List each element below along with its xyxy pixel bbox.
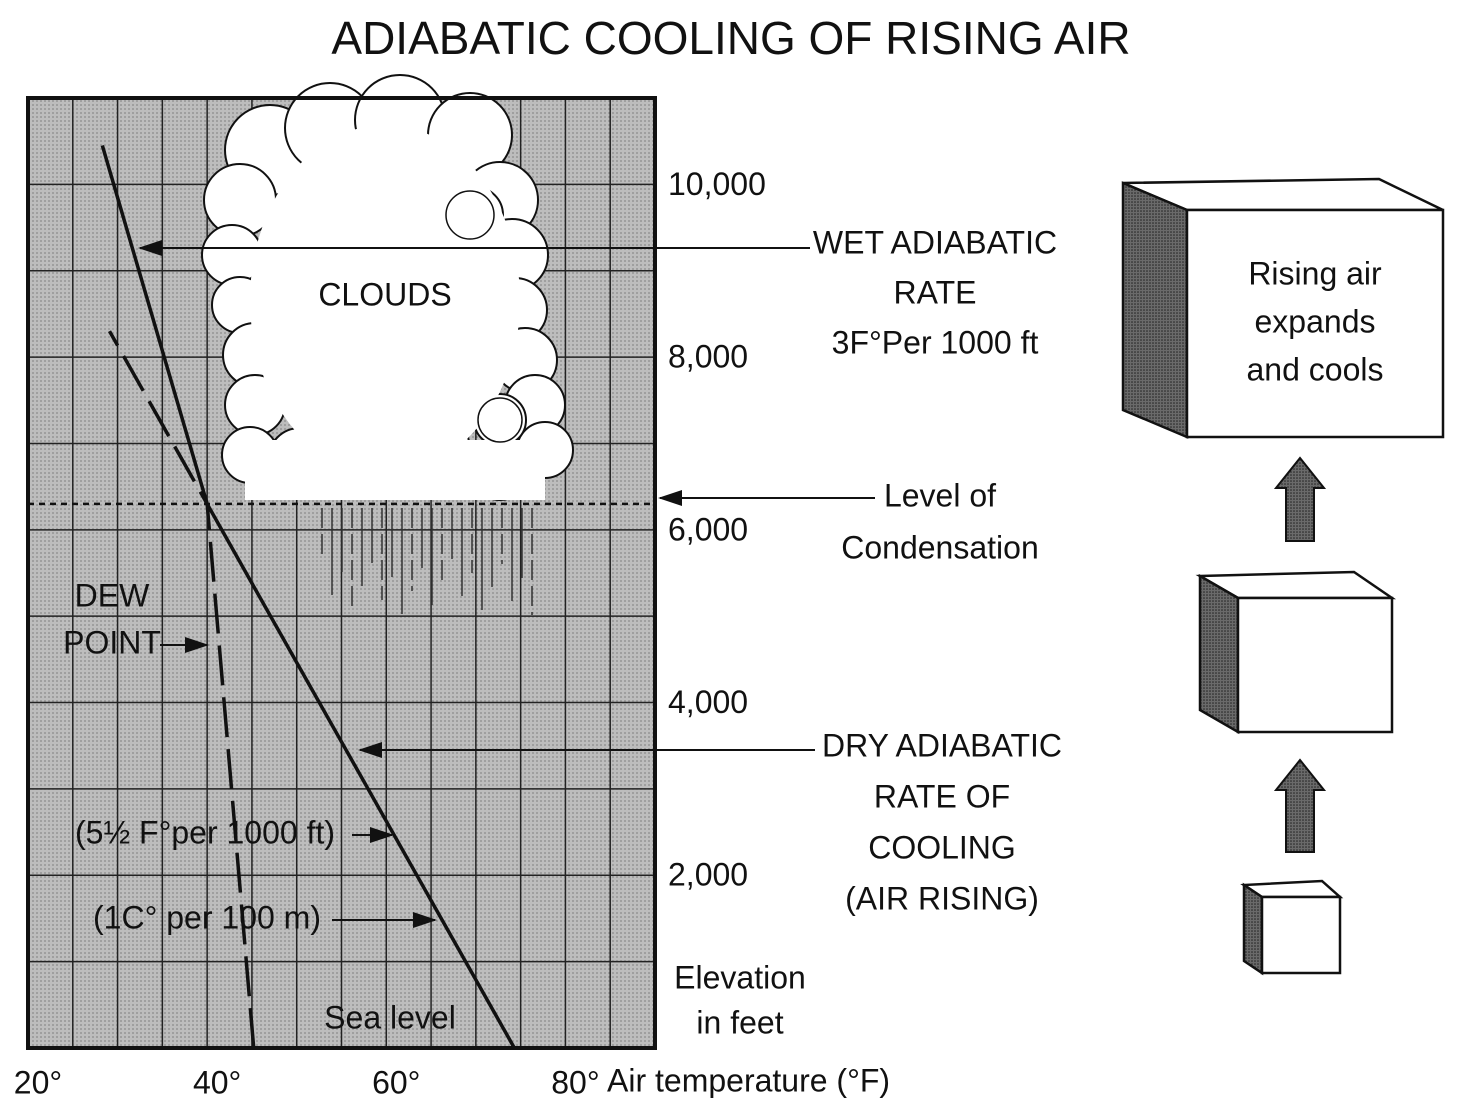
y-tick-label: 8,000 [668,339,748,375]
series-line [100,145,209,505]
cube-front [1260,895,1342,975]
annotation: DRY ADIABATIC [822,727,1062,763]
series-line [107,330,256,1049]
plot-frame [26,96,657,1050]
cube-side [1198,573,1240,735]
x-tick-label: 80° [551,1064,599,1100]
chart-title: ADIABATIC COOLING OF RISING AIR [331,12,1130,64]
caption: expands [1255,303,1376,339]
annotation: RATE OF [874,778,1010,814]
y-tick-label: 2,000 [668,857,748,893]
cube-front [1185,208,1445,439]
annotation: COOLING [868,829,1016,865]
cube-side [1121,181,1189,439]
cloud-puff [477,397,523,443]
y-axis-label: in feet [696,1004,783,1040]
y-axis-label: Elevation [674,959,806,995]
annotation: (1C° per 100 m) [93,899,321,935]
y-tick-label: 6,000 [668,511,748,547]
annotation: CLOUDS [318,276,451,312]
cubes: Rising air expands and cools [1121,177,1445,976]
y-tick-label: 4,000 [668,684,748,720]
annotation: DEW [75,577,150,613]
x-tick-label: 60° [372,1064,420,1100]
cube-front [1236,596,1394,734]
annotation: (AIR RISING) [845,880,1039,916]
cube-side [1242,882,1264,976]
up-arrow [1273,456,1327,542]
annotation: POINT [63,624,161,660]
rain [321,508,533,615]
cloud [201,74,574,501]
up-arrow [1273,758,1327,853]
annotation: (5½ F°per 1000 ft) [75,814,335,850]
caption: and cools [1247,351,1384,387]
annotation: WET ADIABATIC [813,224,1057,260]
annotation: Sea level [324,999,456,1035]
x-axis-label: Air temperature (°F) [607,1062,890,1098]
cloud-body [245,440,545,500]
cloud-puff [445,190,495,240]
x-tick-label: 40° [193,1064,241,1100]
annotation: RATE [894,274,977,310]
annotation: Condensation [841,529,1038,565]
annotation: 3F°Per 1000 ft [832,324,1039,360]
series-line [205,503,516,1049]
caption: Rising air [1248,255,1382,291]
annotation: Level of [884,477,996,513]
y-tick-label: 10,000 [668,166,766,202]
x-tick-label: 20° [14,1064,62,1100]
